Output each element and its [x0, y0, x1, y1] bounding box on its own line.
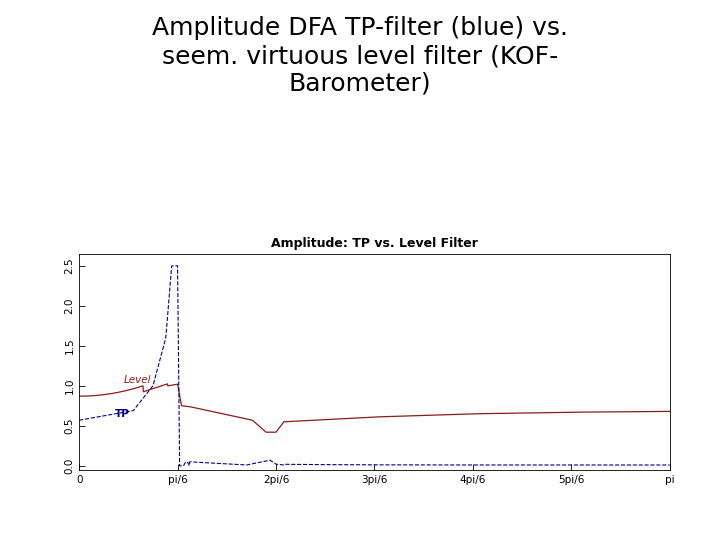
Text: Level: Level: [123, 375, 151, 384]
Title: Amplitude: TP vs. Level Filter: Amplitude: TP vs. Level Filter: [271, 237, 478, 250]
Text: TP: TP: [114, 409, 130, 419]
Text: Amplitude DFA TP-filter (blue) vs.
seem. virtuous level filter (KOF-
Barometer): Amplitude DFA TP-filter (blue) vs. seem.…: [152, 16, 568, 96]
